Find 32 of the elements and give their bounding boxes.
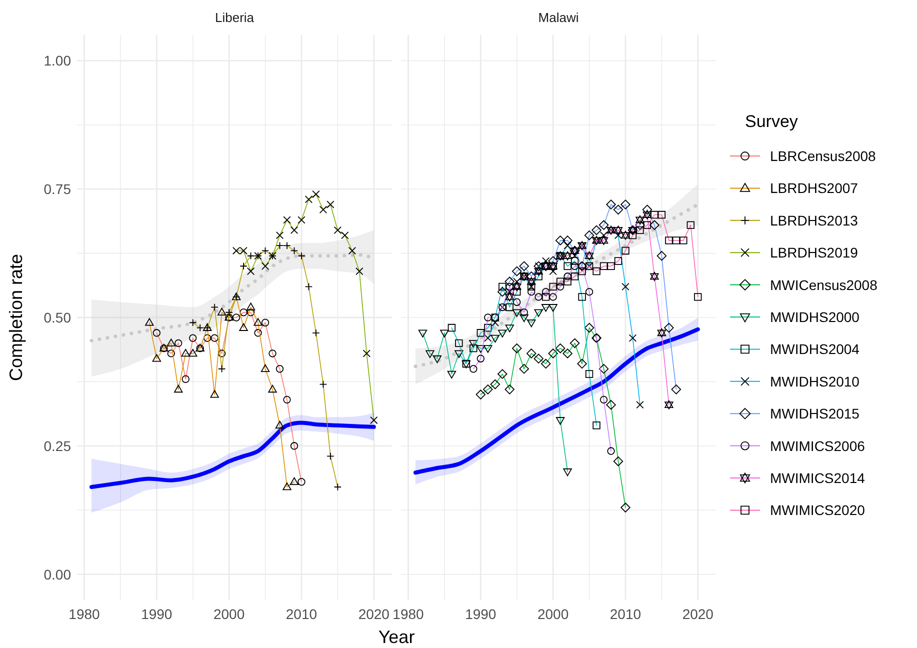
y-tick-label: 0.00: [44, 566, 72, 582]
x-tick-label: 2020: [682, 606, 714, 622]
legend-title: Survey: [745, 112, 798, 131]
x-tick-label: 2000: [213, 606, 245, 622]
chart-title: Malawi: [538, 10, 579, 25]
legend-label: MWIDHS2000: [770, 309, 860, 325]
y-tick-label: 0.50: [44, 310, 72, 326]
x-tick-label: 1980: [392, 606, 424, 622]
legend-label: MWIMICS2020: [770, 502, 866, 518]
x-tick-label: 2010: [286, 606, 318, 622]
x-tick-label: 2020: [358, 606, 390, 622]
x-tick-label: 1990: [465, 606, 496, 622]
y-axis-title: Completion rate: [6, 254, 26, 382]
legend-label: LBRDHS2019: [770, 244, 858, 261]
x-tick-label: 2000: [537, 606, 569, 622]
legend-label: MWICensus2008: [770, 276, 878, 293]
x-axis-title: Year: [378, 627, 415, 647]
y-tick-label: 1.00: [44, 52, 72, 69]
x-tick-label: 1980: [68, 606, 100, 622]
legend-label: MWIDHS2010: [770, 373, 860, 390]
legend-label: LBRDHS2013: [770, 212, 858, 228]
legend-label: LBRCensus2008: [770, 148, 876, 164]
legend-label: LBRDHS2007: [770, 180, 858, 196]
x-tick-label: 2010: [610, 606, 642, 622]
legend-label: MWIDHS2004: [770, 341, 860, 358]
legend-label: MWIMICS2006: [770, 438, 866, 454]
y-tick-label: 0.75: [44, 181, 72, 198]
x-tick-label: 1990: [141, 606, 172, 622]
legend-label: MWIDHS2015: [770, 406, 860, 422]
legend-label: MWIMICS2014: [770, 470, 866, 486]
chart-title: Liberia: [214, 10, 255, 25]
y-tick-label: 0.25: [44, 438, 72, 454]
